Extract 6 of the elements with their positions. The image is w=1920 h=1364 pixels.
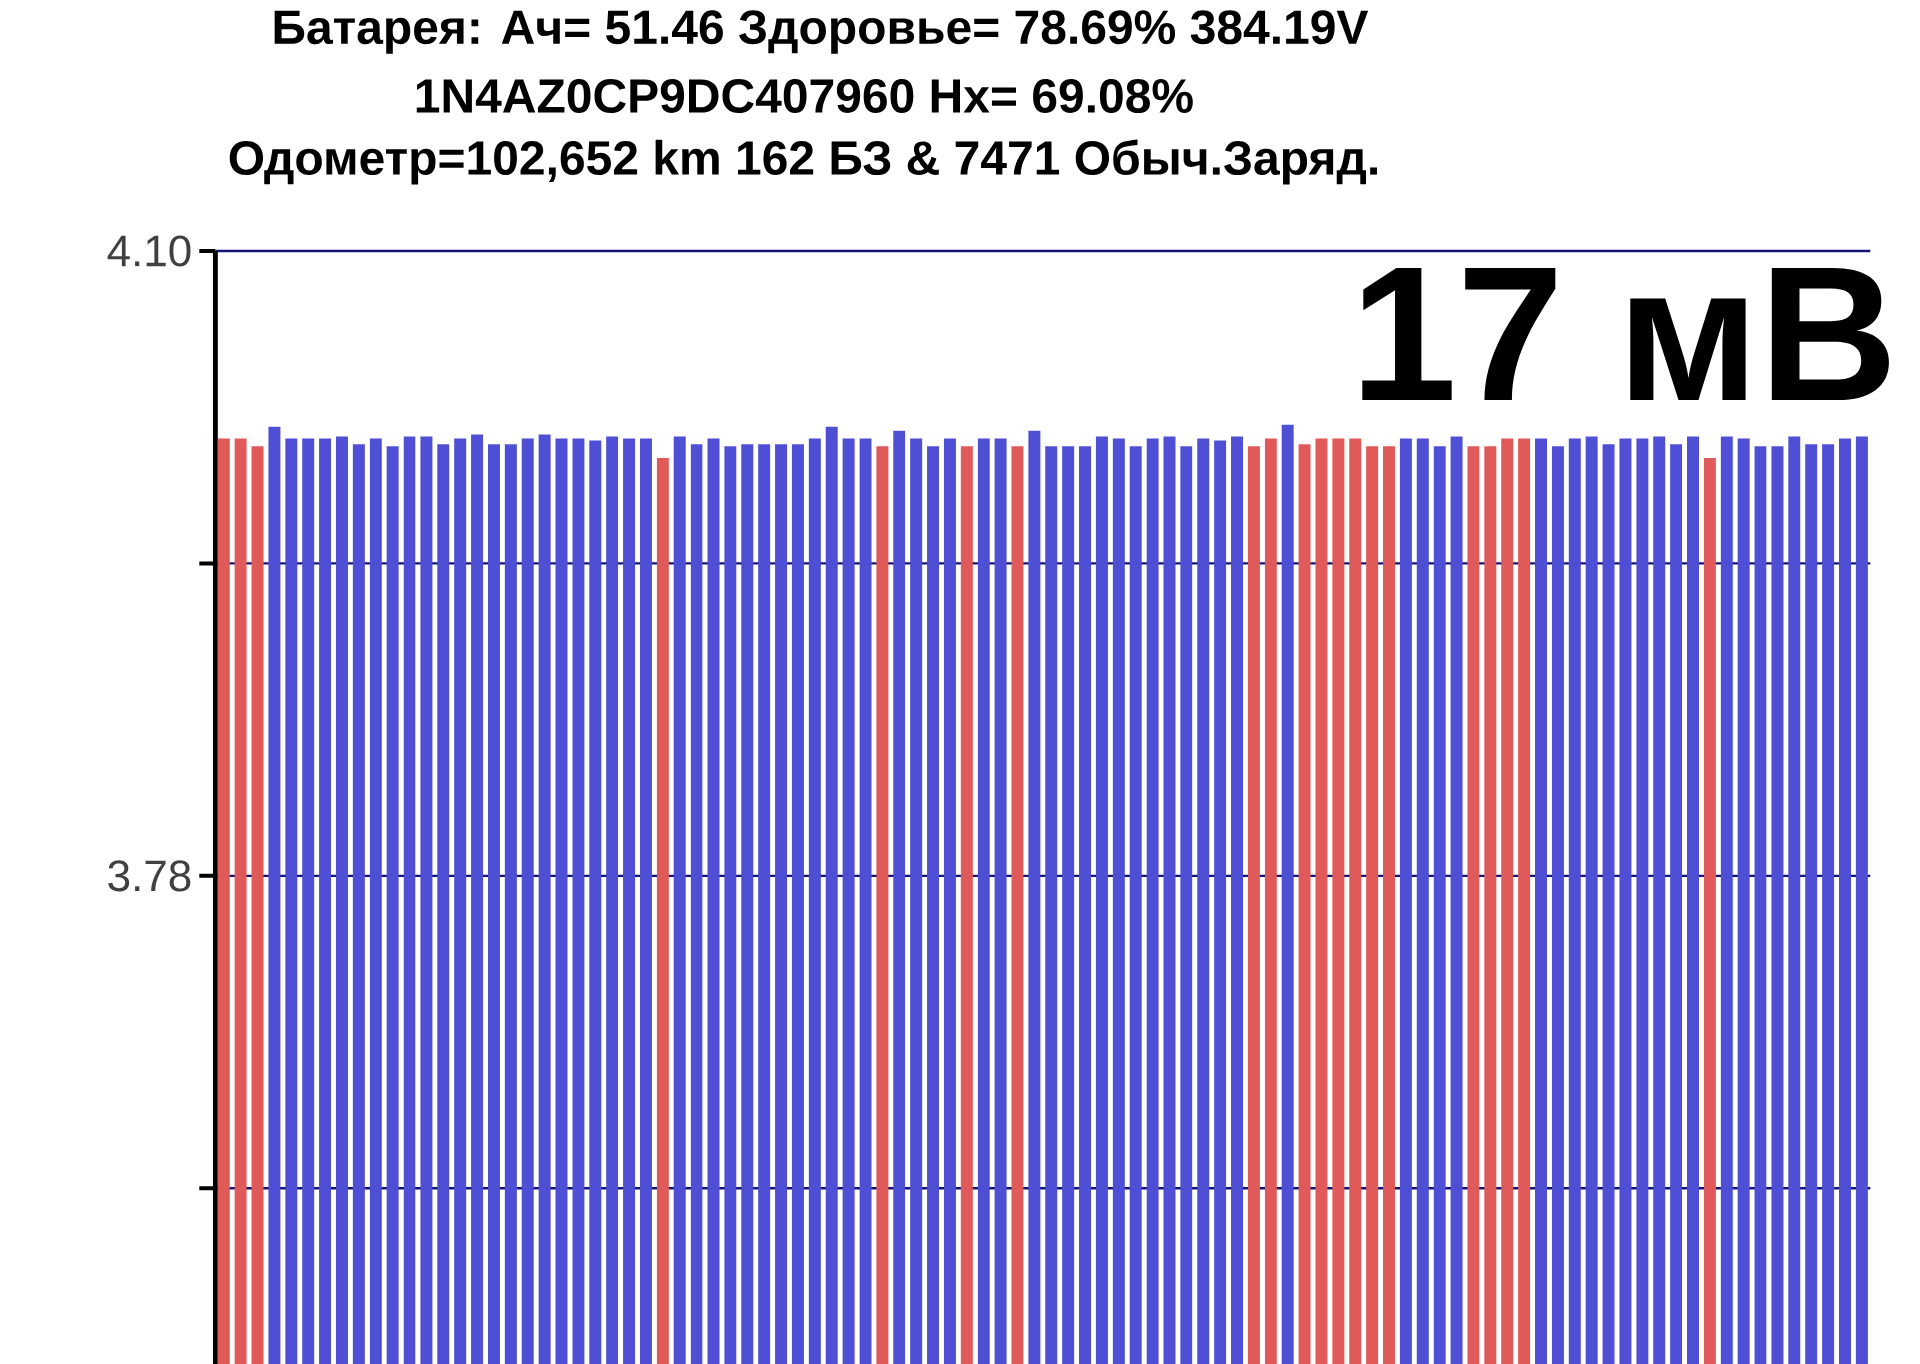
chart-title: Батарея: Ач= 51.46 Здоровье= 78.69% 384.19V <box>274 10 1369 54</box>
text: Одометр=102,652 km 162 БЗ & 7471 Обыч.Заряд. <box>229 139 1377 185</box>
y-tick-label: 4.10 <box>107 235 191 267</box>
y-tick-label: 3.78 <box>108 860 191 892</box>
chart-subtitle: 1N4AZ0CP9DC407960 Hx= 69.08% <box>416 79 1193 113</box>
annotation: 17 мВ <box>1362 267 1889 401</box>
